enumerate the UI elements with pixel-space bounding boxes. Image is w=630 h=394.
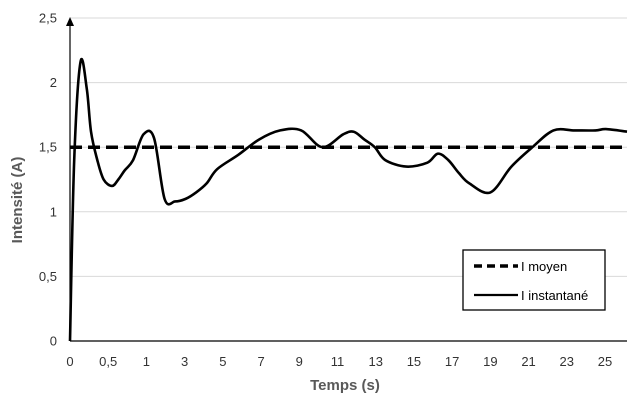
x-tick-label: 5 xyxy=(219,354,226,369)
x-tick-label: 17 xyxy=(445,354,459,369)
x-tick-label: 13 xyxy=(368,354,382,369)
x-tick-label: 7 xyxy=(257,354,264,369)
legend-box xyxy=(462,249,606,311)
series-layer xyxy=(68,57,628,342)
tick-labels: 00,511,522,50 0,5 1 3 5 7 9 11 13 15 17 19 21 23 25 xyxy=(39,11,612,370)
y-tick-label: 2,5 xyxy=(39,11,57,26)
x-tick-label: 19 xyxy=(483,354,497,369)
x-tick-label: 3 xyxy=(181,354,188,369)
legend: I moyen I instantané xyxy=(462,249,606,311)
x-tick-label: 11 xyxy=(331,354,345,369)
x-tick-label: 1 xyxy=(143,354,150,369)
y-tick-label: 1,5 xyxy=(39,140,57,155)
legend-label-i-moyen: I moyen xyxy=(521,259,567,274)
x-tick-label: 0,5 xyxy=(99,354,117,369)
axes xyxy=(66,17,627,342)
legend-label-i-instantane: I instantané xyxy=(521,288,588,303)
x-tick-label: 9 xyxy=(296,354,303,369)
y-axis-title: Intensité (A) xyxy=(9,157,26,244)
y-tick-label: 1 xyxy=(50,204,57,219)
x-tick-label: 0 xyxy=(66,354,73,369)
x-axis-title: Temps (s) xyxy=(310,377,380,394)
y-tick-label: 2 xyxy=(50,75,57,90)
x-tick-label: 23 xyxy=(560,354,574,369)
x-tick-label: 25 xyxy=(598,354,612,369)
y-axis-arrow xyxy=(66,17,74,26)
series-line-i-instantane xyxy=(68,57,628,342)
y-tick-label: 0 xyxy=(50,334,57,349)
x-tick-label: 21 xyxy=(521,354,535,369)
x-tick-label: 15 xyxy=(407,354,421,369)
y-tick-label: 0,5 xyxy=(39,269,57,284)
